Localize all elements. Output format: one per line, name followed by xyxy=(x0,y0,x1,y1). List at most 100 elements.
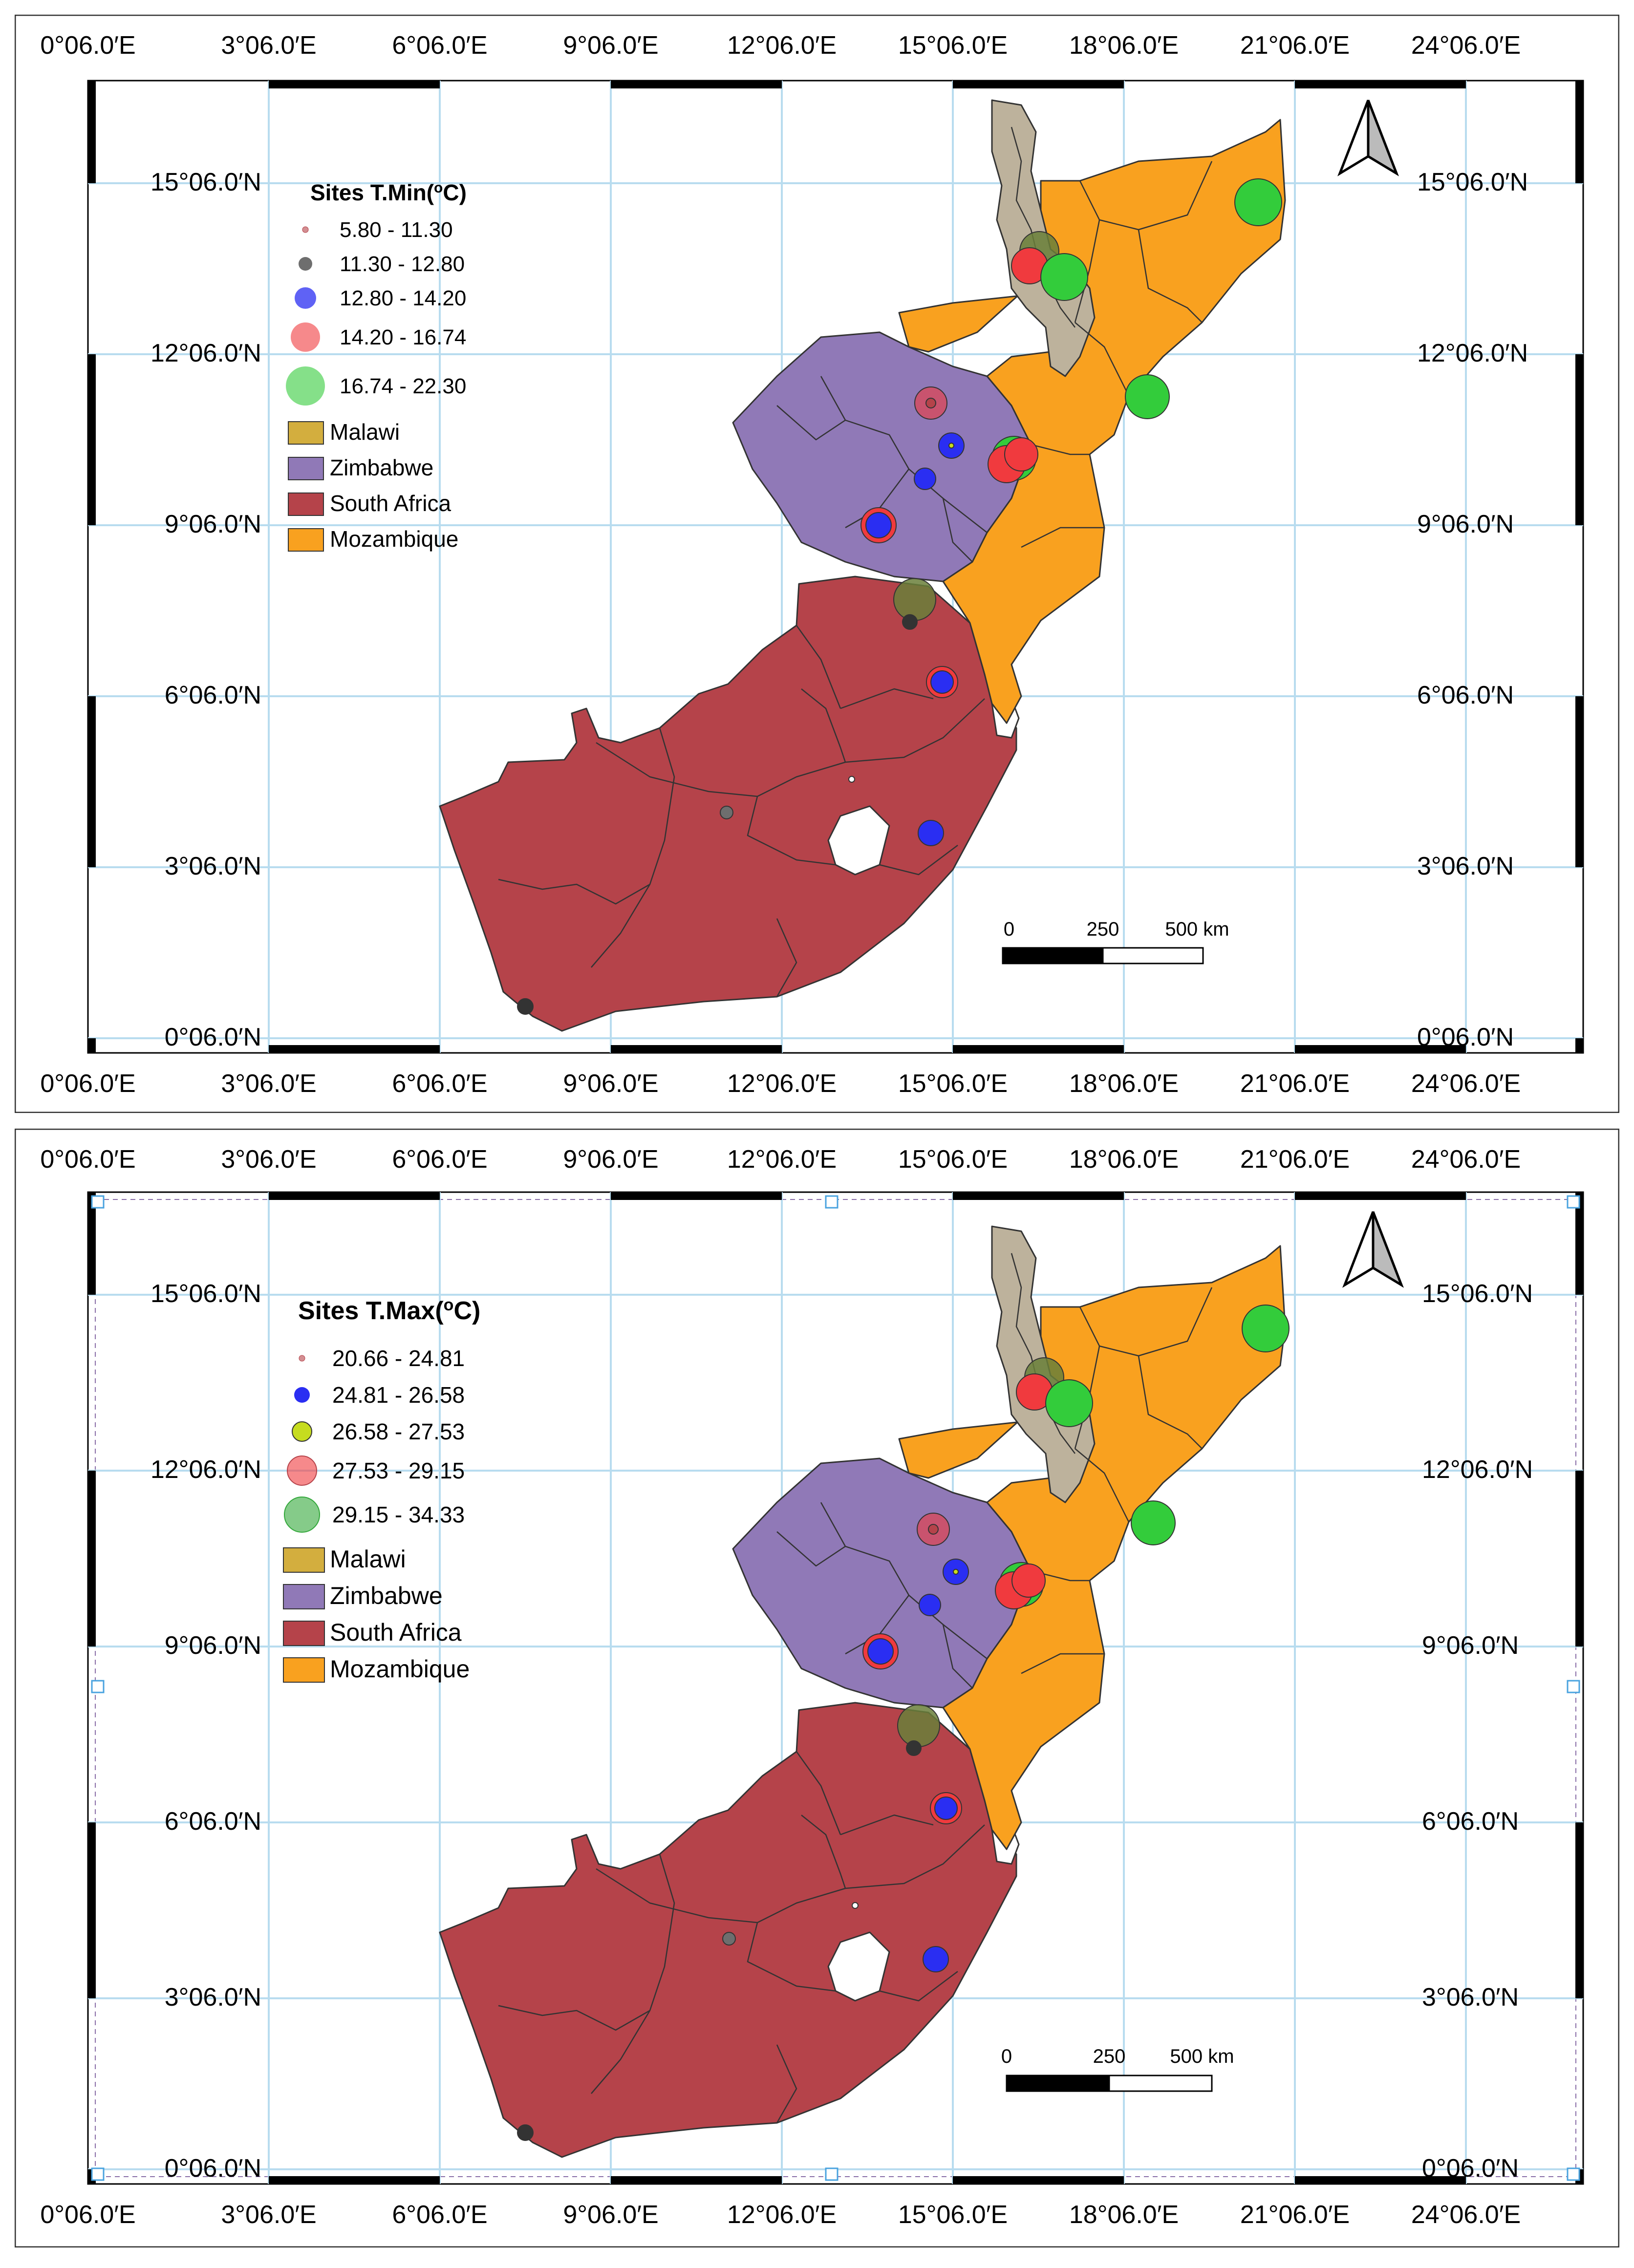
lat-label: 0°06.0′N xyxy=(1417,1023,1514,1051)
lon-label: 18°06.0′E xyxy=(1069,31,1179,60)
legend-marker xyxy=(299,1355,305,1362)
legend-country: Mozambique xyxy=(330,526,458,552)
legend-class: 11.30 - 12.80 xyxy=(340,252,465,276)
lon-label: 18°06.0′E xyxy=(1069,1070,1179,1098)
legend-country: South Africa xyxy=(330,491,451,516)
lon-label: 0°06.0′E xyxy=(40,31,135,60)
lon-labels-top: 0°06.0′E 3°06.0′E 6°06.0′E 9°06.0′E 12°0… xyxy=(40,1145,1521,1174)
legend-country: Malawi xyxy=(330,419,400,445)
lon-label: 24°06.0′E xyxy=(1411,2201,1521,2229)
site-marker xyxy=(1125,374,1170,419)
lat-label: 12°06.0′N xyxy=(1422,1455,1533,1484)
legend-country: Mozambique xyxy=(330,1655,470,1683)
site-marker xyxy=(897,1704,940,1747)
site-marker xyxy=(914,468,936,490)
lon-label: 0°06.0′E xyxy=(40,2201,135,2229)
site-marker xyxy=(852,1902,859,1909)
lon-label: 12°06.0′E xyxy=(727,1145,837,1174)
north-arrow-icon xyxy=(1337,100,1399,176)
site-marker xyxy=(1131,1500,1176,1545)
lat-label: 15°06.0′N xyxy=(150,168,261,196)
lat-label: 12°06.0′N xyxy=(150,339,261,367)
lon-label: 9°06.0′E xyxy=(563,2201,658,2229)
legend-class: 29.15 - 34.33 xyxy=(332,1502,465,1527)
site-marker xyxy=(930,670,954,694)
lon-labels-top: 0°06.0′E 3°06.0′E 6°06.0′E 9°06.0′E 12°0… xyxy=(40,31,1521,60)
lesotho xyxy=(827,805,890,876)
site-marker xyxy=(722,1932,736,1946)
lat-label: 3°06.0′N xyxy=(165,852,261,880)
lat-label: 6°06.0′N xyxy=(1422,1807,1519,1836)
site-marker xyxy=(1011,1563,1046,1598)
legend: Sites T.Min(oC) 5.80 - 11.30 11.30 - 12.… xyxy=(286,180,467,552)
scale-label-250: 250 xyxy=(1093,2046,1126,2067)
site-marker xyxy=(928,1524,939,1535)
lon-label: 21°06.0′E xyxy=(1240,2201,1350,2229)
legend-class: 24.81 - 26.58 xyxy=(332,1382,465,1408)
lon-label: 9°06.0′E xyxy=(563,31,658,60)
lon-label: 15°06.0′E xyxy=(898,31,1008,60)
lat-labels-right: 15°06.0′N 12°06.0′N 9°06.0′N 6°06.0′N 3°… xyxy=(1417,168,1528,1051)
legend-swatch-south-africa xyxy=(288,492,324,516)
legend-country: South Africa xyxy=(330,1619,462,1646)
lon-label: 0°06.0′E xyxy=(40,1145,135,1174)
site-marker xyxy=(1045,1379,1093,1427)
map-tmin: 0 250 500 km Sites T.Min(oC) 5.80 - 11.3… xyxy=(14,14,1620,1113)
legend-class: 27.53 - 29.15 xyxy=(332,1458,465,1483)
legend-swatch-malawi xyxy=(288,421,324,445)
legend-swatch-zimbabwe xyxy=(283,1584,325,1609)
lon-label: 24°06.0′E xyxy=(1411,1070,1521,1098)
site-marker xyxy=(923,1946,949,1972)
lat-labels-right: 15°06.0′N 12°06.0′N 9°06.0′N 6°06.0′N 3°… xyxy=(1422,1280,1533,2182)
lon-label: 6°06.0′E xyxy=(392,2201,487,2229)
countries xyxy=(439,99,1286,1032)
legend: Sites T.Max(oC) 20.66 - 24.81 24.81 - 26… xyxy=(283,1296,480,1683)
legend-class: 14.20 - 16.74 xyxy=(340,325,466,349)
lon-label: 6°06.0′E xyxy=(392,31,487,60)
south-africa-region xyxy=(439,576,1017,1032)
legend-swatch-malawi xyxy=(283,1547,325,1573)
lat-label: 3°06.0′N xyxy=(165,1983,261,2011)
site-marker xyxy=(925,398,936,408)
lon-labels-bottom: 0°06.0′E 3°06.0′E 6°06.0′E 9°06.0′E 12°0… xyxy=(40,2201,1521,2229)
lon-label: 15°06.0′E xyxy=(898,1145,1008,1174)
lat-label: 15°06.0′N xyxy=(150,1280,261,1308)
legend-class: 26.58 - 27.53 xyxy=(332,1419,465,1444)
scale-label-250: 250 xyxy=(1087,919,1119,940)
scale-label-500: 500 km xyxy=(1165,919,1229,940)
legend-swatch-south-africa xyxy=(283,1621,325,1646)
lat-label: 0°06.0′N xyxy=(165,1023,261,1051)
scale-bar: 0 250 500 km xyxy=(1001,2046,1234,2092)
lon-label: 15°06.0′E xyxy=(898,2201,1008,2229)
legend-swatch-zimbabwe xyxy=(288,457,324,480)
site-marker xyxy=(893,578,936,621)
legend-marker xyxy=(287,1455,317,1486)
scale-label-0: 0 xyxy=(1004,919,1014,940)
lat-label: 3°06.0′N xyxy=(1417,852,1514,880)
lat-label: 12°06.0′N xyxy=(1417,339,1528,367)
site-marker xyxy=(867,1638,894,1665)
legend-marker xyxy=(294,1387,310,1403)
lat-label: 3°06.0′N xyxy=(1422,1983,1519,2011)
frame-ticks xyxy=(88,81,1583,1053)
map-tmax: 0 250 500 km Sites T.Max(oC) 20.66 - 24.… xyxy=(14,1128,1620,2248)
lon-labels-bottom: 0°06.0′E 3°06.0′E 6°06.0′E 9°06.0′E 12°0… xyxy=(40,1070,1521,1098)
site-marker xyxy=(902,614,918,630)
site-marker xyxy=(1040,253,1088,301)
lon-label: 3°06.0′E xyxy=(221,1070,316,1098)
site-marker xyxy=(948,443,954,449)
lat-label: 12°06.0′N xyxy=(150,1455,261,1484)
lon-label: 12°06.0′E xyxy=(727,31,837,60)
site-marker xyxy=(953,1569,959,1575)
site-marker xyxy=(919,1594,941,1616)
lat-labels-left: 15°06.0′N 12°06.0′N 9°06.0′N 6°06.0′N 3°… xyxy=(150,1280,261,2182)
lat-label: 9°06.0′N xyxy=(165,510,261,538)
lat-label: 9°06.0′N xyxy=(165,1631,261,1660)
lat-label: 0°06.0′N xyxy=(165,2154,261,2182)
lat-label: 9°06.0′N xyxy=(1422,1631,1519,1660)
legend-class: 5.80 - 11.30 xyxy=(340,218,453,242)
site-marker xyxy=(906,1740,922,1756)
lon-label: 18°06.0′E xyxy=(1069,2201,1179,2229)
legend-swatch-mozambique xyxy=(283,1657,325,1683)
legend-country: Zimbabwe xyxy=(330,455,433,480)
